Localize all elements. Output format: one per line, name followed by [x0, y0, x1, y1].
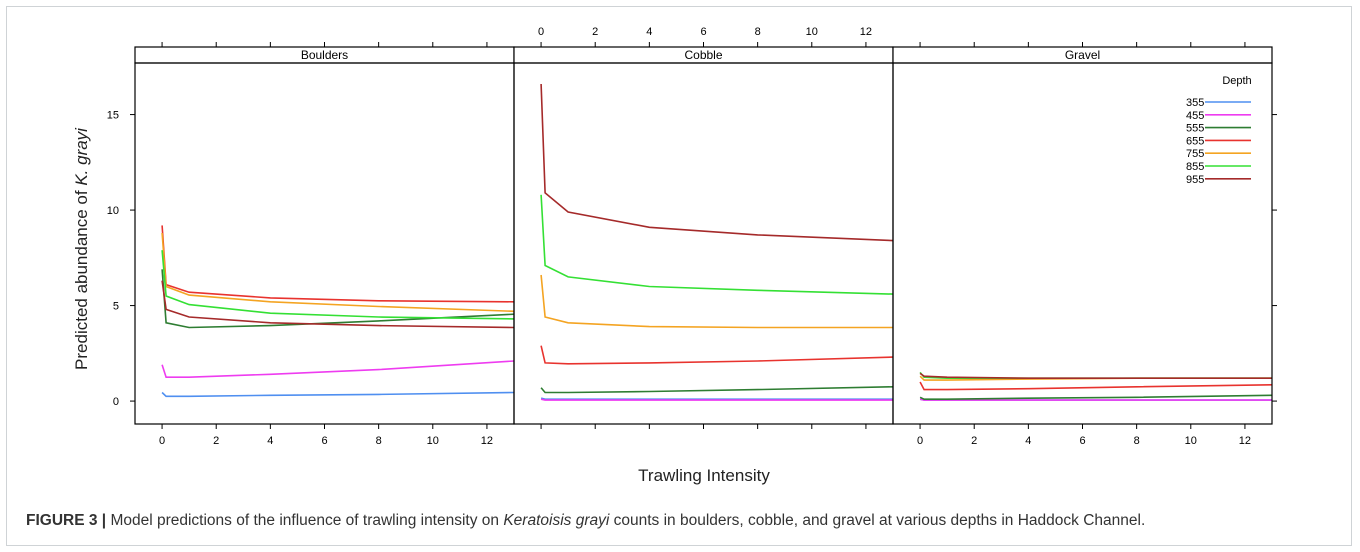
legend-label-455: 455 [1186, 110, 1204, 122]
series-line-cobble-755 [540, 274, 893, 329]
x-tick-label: 4 [267, 435, 273, 447]
strip-label-gravel: Gravel [1065, 48, 1100, 62]
y-tick-label: 5 [113, 301, 119, 313]
caption-species: Keratoisis grayi [503, 512, 610, 529]
x-tick-label: 0 [159, 435, 165, 447]
panel-frames: Boulders Cobble Gravel [134, 46, 1273, 425]
x-tick-label: 10 [1185, 435, 1197, 447]
x-tick-label: 0 [917, 435, 923, 447]
series-line-boulders-555 [161, 269, 515, 329]
legend-title: Depth [1222, 75, 1251, 87]
x-tick-label: 2 [592, 26, 598, 38]
legend-label-355: 355 [1186, 97, 1204, 109]
series-line-cobble-955 [540, 83, 894, 242]
y-tick-label: 0 [113, 396, 119, 408]
x-tick-label: 6 [700, 26, 706, 38]
x-tick-label: 12 [481, 435, 493, 447]
series-line-gravel-955 [919, 372, 1272, 380]
x-tick-label: 0 [538, 26, 544, 38]
x-tick-label: 12 [1239, 435, 1251, 447]
x-tick-label: 10 [806, 26, 818, 38]
series-line-cobble-455 [540, 398, 893, 401]
caption-text-before: Model predictions of the influence of tr… [106, 512, 504, 529]
legend-label-955: 955 [1186, 174, 1204, 186]
figure-frame [6, 6, 1352, 546]
series-line-boulders-455 [161, 360, 515, 379]
x-tick-label: 10 [427, 435, 439, 447]
x-tick-label: 8 [376, 435, 382, 447]
x-tick-label: 8 [755, 26, 761, 38]
panel-cobble [513, 62, 894, 425]
panel-gravel [892, 62, 1273, 425]
series-line-cobble-655 [540, 345, 894, 365]
series-line-gravel-455 [919, 398, 1272, 401]
figure-caption: FIGURE 3 | Model predictions of the infl… [26, 512, 1346, 530]
panel-boulders [134, 62, 515, 425]
x-tick-label: 2 [213, 435, 219, 447]
series-lines [161, 83, 1273, 401]
y-tick-label: 10 [107, 205, 119, 217]
series-line-cobble-555 [540, 386, 894, 394]
legend-label-655: 655 [1186, 135, 1204, 147]
x-tick-label: 6 [1079, 435, 1085, 447]
y-axis-title: Predicted abundance of K. grayi [72, 127, 91, 370]
x-tick-label: 4 [1025, 435, 1031, 447]
series-line-cobble-355 [540, 397, 893, 401]
series-line-boulders-755 [161, 232, 515, 313]
strip-label-boulders: Boulders [301, 48, 348, 62]
series-line-cobble-855 [540, 194, 894, 295]
caption-label: FIGURE 3 | [26, 512, 107, 529]
series-line-gravel-555 [919, 394, 1273, 401]
axis-ticks: 0 2 4 6 8 10 12 0 2 4 6 8 10 12 0 2 4 6 8 10 12 0 5 10 15 [107, 26, 1277, 447]
x-axis-title: Trawling Intensity [638, 466, 770, 485]
y-tick-label: 15 [107, 110, 119, 122]
caption-text-after: counts in boulders, cobble, and gravel a… [609, 512, 1146, 529]
x-tick-label: 6 [321, 435, 327, 447]
strip-label-cobble: Cobble [684, 48, 722, 62]
series-line-gravel-655 [919, 381, 1273, 391]
series-line-boulders-955 [161, 280, 515, 329]
series-line-boulders-655 [161, 225, 515, 303]
x-tick-label: 4 [646, 26, 652, 38]
x-tick-label: 8 [1134, 435, 1140, 447]
legend-label-855: 855 [1186, 161, 1204, 173]
x-tick-label: 12 [860, 26, 872, 38]
x-tick-label: 2 [971, 435, 977, 447]
series-line-boulders-855 [161, 250, 515, 320]
legend-label-555: 555 [1186, 123, 1204, 135]
series-line-boulders-355 [161, 391, 515, 398]
legend-label-755: 755 [1186, 148, 1204, 160]
